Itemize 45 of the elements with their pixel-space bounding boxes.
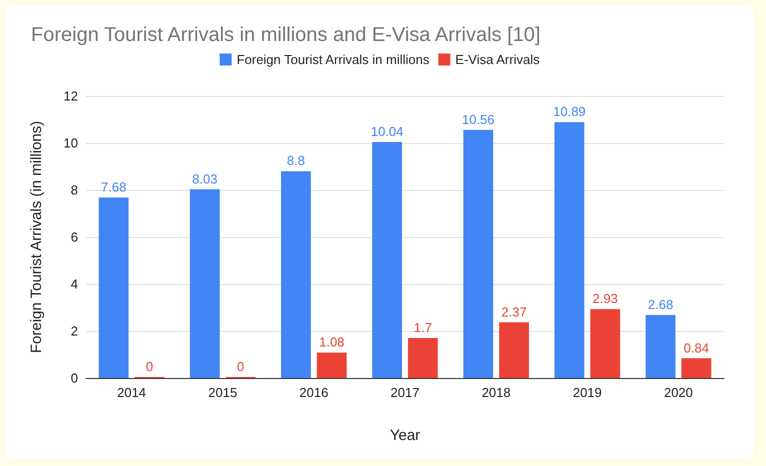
bar [98, 198, 129, 378]
bar [316, 352, 347, 378]
legend-label: E-Visa Arrivals [455, 52, 540, 67]
chart-title: Foreign Tourist Arrivals in millions and E-Visa Arrivals [10] [31, 24, 540, 46]
data-label: 10.04 [370, 124, 404, 140]
bar [408, 338, 438, 378]
bar [499, 322, 529, 378]
y-tick-label: 8 [70, 182, 78, 198]
data-label: 10.89 [553, 104, 586, 120]
x-tick-label: 2020 [664, 385, 693, 400]
y-tick-label: 6 [70, 230, 78, 244]
legend-label: Foreign Tourist Arrivals in millions [236, 52, 430, 67]
bar [463, 130, 494, 378]
x-tick-label: 2017 [390, 385, 420, 400]
data-label: 7.68 [101, 180, 126, 195]
data-label: 10.56 [462, 112, 495, 127]
bar [646, 315, 676, 378]
data-label: 0.84 [684, 340, 709, 356]
y-tick-label: 4 [70, 276, 78, 292]
y-tick-label: 0 [70, 370, 78, 386]
bar [372, 142, 402, 378]
x-tick-label: 2015 [208, 385, 238, 400]
y-tick-label: 12 [64, 88, 78, 104]
data-label: 2.37 [501, 304, 527, 320]
x-tick-label: 2018 [482, 385, 511, 400]
x-tick-label: 2016 [299, 385, 328, 400]
y-tick-label: 2 [70, 324, 78, 338]
data-label: 2.93 [592, 291, 618, 306]
data-label: 2.68 [648, 297, 674, 312]
data-label: 0 [236, 359, 244, 374]
data-label: 8.8 [286, 153, 305, 168]
x-tick-label: 2019 [572, 385, 602, 400]
bar [190, 189, 220, 378]
bar [281, 171, 311, 378]
data-label: 1.08 [319, 334, 344, 350]
data-label: 8.03 [192, 171, 218, 186]
y-axis-title: Foreign Tourist Arrivals (in millions) [28, 120, 45, 354]
x-tick-label: 2014 [117, 385, 146, 400]
y-tick-label: 10 [64, 136, 78, 150]
bar [554, 122, 584, 378]
data-label: 0 [146, 359, 154, 374]
x-axis-title: Year [390, 427, 420, 444]
bar [681, 358, 712, 378]
data-label: 1.7 [414, 320, 432, 336]
bar [590, 309, 620, 378]
